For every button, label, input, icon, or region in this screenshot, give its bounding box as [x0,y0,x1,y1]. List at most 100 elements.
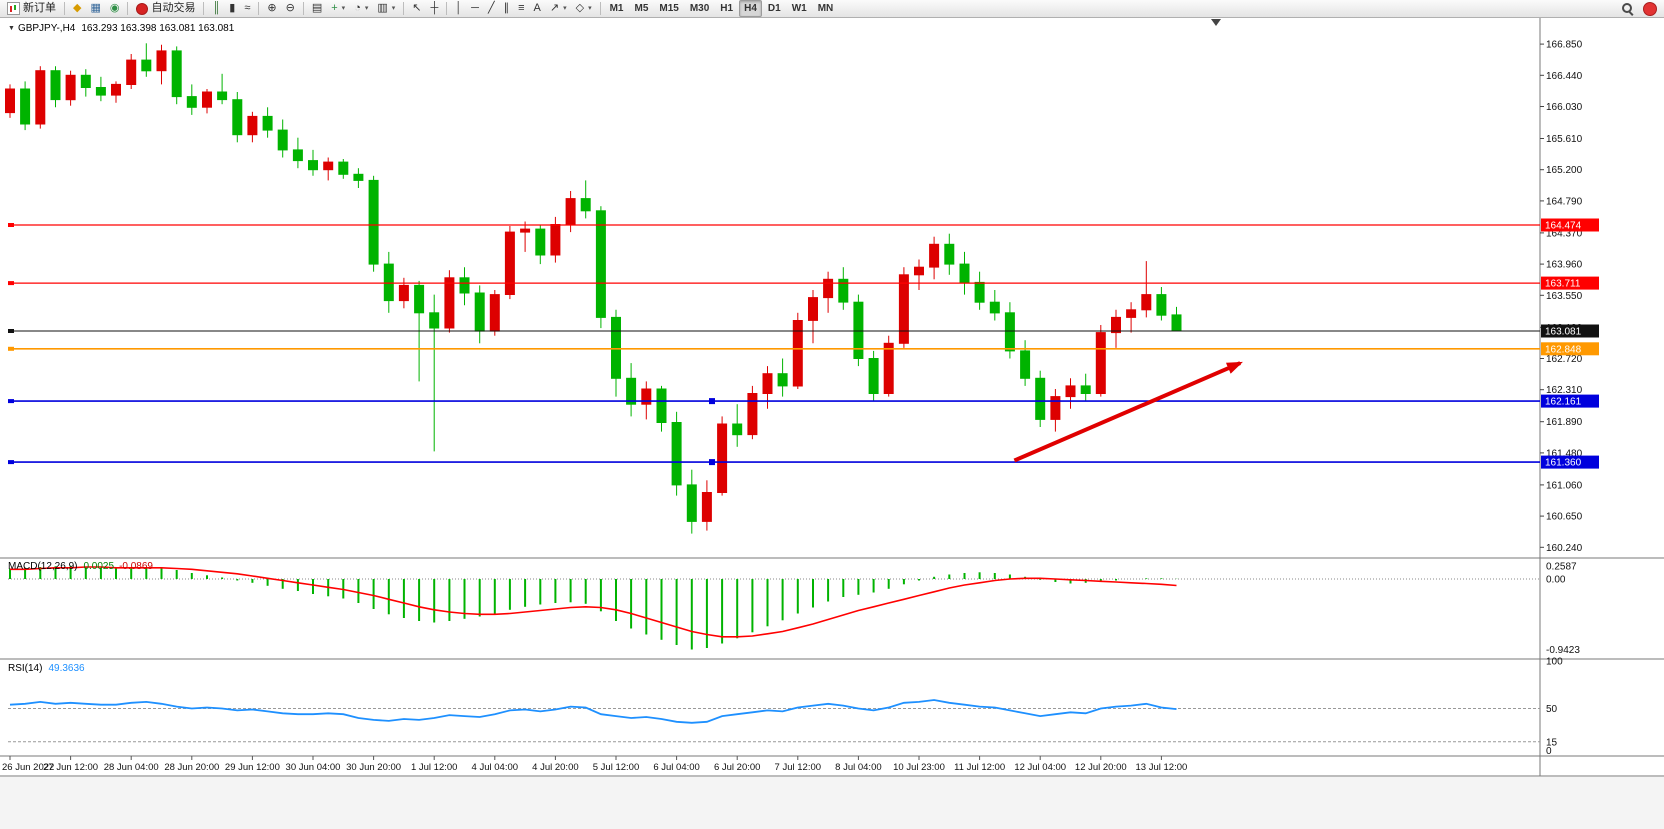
svg-text:30 Jun 04:00: 30 Jun 04:00 [286,762,341,773]
hline-162.161[interactable] [8,398,1540,405]
svg-text:7 Jul 12:00: 7 Jul 12:00 [775,762,821,773]
crosshair-button[interactable]: ┼ [427,0,443,17]
candle [156,44,167,85]
svg-text:164.790: 164.790 [1546,196,1583,207]
svg-text:4 Jul 20:00: 4 Jul 20:00 [532,762,578,773]
templates-button[interactable]: ▥ ▾ [373,0,399,17]
bar-chart-button[interactable]: ║ [208,0,224,17]
toolbar-separator [302,2,304,15]
objects-icon: ◇ [575,2,585,14]
svg-text:30 Jun 20:00: 30 Jun 20:00 [346,762,401,773]
price-axis[interactable]: 166.850 166.440 166.030 165.610 165.200 164.7… [1540,40,1583,554]
text-button[interactable]: A [530,0,545,17]
chart-window[interactable]: 166.850 166.440 166.030 165.610 165.200 164.7… [0,18,1664,829]
timeframe-mn-button[interactable]: MN [817,2,834,14]
candle [202,89,212,114]
candle [141,43,152,77]
auto-trading-label: 自动交易 [151,2,196,14]
macd-panel[interactable]: 0.2587 0.00 -0.9423 [8,562,1580,657]
candle [232,92,243,143]
candle [262,107,273,138]
candle [671,411,682,496]
hline-162.848[interactable] [8,346,1540,351]
timeframe-h4-button[interactable]: H4 [739,0,762,17]
timeframe-m15-button[interactable]: M15 [659,2,679,14]
candle [520,221,531,252]
candle [474,285,485,344]
periods-button[interactable]: ◔ ▾ [350,0,372,17]
terminal-button[interactable]: ◉ [106,0,124,17]
candle [308,149,318,176]
svg-text:12 Jul 20:00: 12 Jul 20:00 [1075,762,1127,773]
hline-164.474[interactable] [8,223,1540,227]
candle [535,224,546,265]
channel-button[interactable]: ∥ [500,0,514,17]
candle [777,358,788,397]
cursor-button[interactable]: ↖ [408,0,425,17]
candle [914,259,924,290]
search-button[interactable] [1617,0,1638,17]
candle [95,76,106,102]
timeframe-m5-button[interactable]: M5 [634,2,649,14]
line-chart-button[interactable]: ≈ [240,0,254,17]
zoom-in-button[interactable]: ⊕ [263,0,280,17]
templates-icon: ▥ [377,2,388,14]
chart-canvas[interactable]: 166.850 166.440 166.030 165.610 165.200 164.7… [0,18,1664,829]
chart-shift-marker[interactable] [1211,19,1221,26]
auto-trading-button[interactable]: 自动交易 [132,0,199,17]
search-icon [1621,2,1634,15]
timeframe-w1-button[interactable]: W1 [791,2,807,14]
notification-button[interactable] [1639,0,1661,17]
candle [565,191,576,233]
new-order-button[interactable]: 新订单 [3,0,60,17]
text-icon: A [533,2,541,14]
rsi-panel[interactable]: 100 50 150 [8,657,1563,758]
candle [126,54,137,89]
tile-windows-button[interactable]: ▤ [308,0,326,17]
hline-163.081[interactable] [8,329,1540,333]
tile-windows-icon: ▤ [311,2,323,14]
candle [444,270,455,333]
horizontal-line-button[interactable]: ─ [467,0,483,17]
timeframe-d1-button[interactable]: D1 [767,2,781,14]
zoom-out-button[interactable]: ⊖ [282,0,299,17]
hline-161.360[interactable] [8,459,1540,466]
candle [20,81,31,131]
toolbar-separator [64,2,65,15]
svg-text:50: 50 [1546,704,1558,715]
candlestick-chart-button[interactable]: ▮ [225,0,239,17]
trendline-button[interactable]: ╱ [484,0,499,17]
vertical-line-button[interactable]: │ [451,0,466,17]
trend-arrow[interactable] [1013,361,1243,463]
objects-button[interactable]: ◇ ▾ [572,0,596,17]
candle [1126,302,1137,333]
arrows-button[interactable]: ↗ ▾ [546,0,571,17]
candle [792,312,803,389]
macd-title: MACD(12,26,9) [8,561,78,572]
zoom-out-icon: ⊖ [285,2,295,14]
one-click-trading-toggle[interactable]: ▼ [8,25,15,32]
periods-icon: ◔ [354,2,361,14]
timeframe-m30-button[interactable]: M30 [689,2,710,14]
svg-text:163.711: 163.711 [1545,279,1581,290]
candle [974,271,985,310]
data-window-button[interactable]: ▦ [86,0,104,17]
toolbar-separator [258,2,260,15]
hline-163.711[interactable] [8,281,1540,286]
timeframe-h1-button[interactable]: H1 [720,2,734,14]
candle [323,157,334,181]
timeframe-m1-button[interactable]: M1 [609,2,624,14]
candle [186,84,197,115]
market-watch-button[interactable]: ◆ [69,0,85,17]
candle [1095,325,1106,397]
fibonacci-button[interactable]: ≡ [514,0,528,17]
candle [626,363,637,417]
indicators-button[interactable]: + ▾ [327,0,349,17]
price-labels: 164.474 163.711 163.081 162.848 162.161 161.3… [1541,218,1599,469]
svg-text:27 Jun 12:00: 27 Jun 12:00 [43,762,98,773]
candle [338,159,349,179]
svg-text:28 Jun 20:00: 28 Jun 20:00 [164,762,219,773]
candle [35,66,46,129]
svg-text:166.440: 166.440 [1546,71,1583,82]
